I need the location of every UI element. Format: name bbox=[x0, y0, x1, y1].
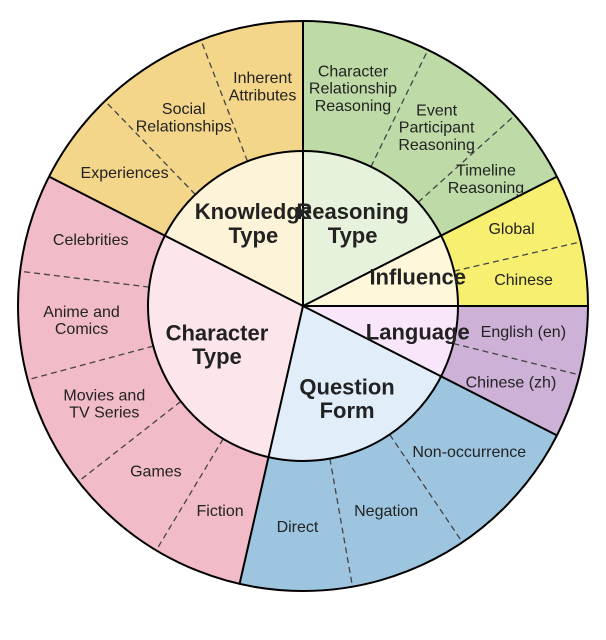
label-outer-fiction: Fiction bbox=[197, 503, 244, 520]
label-outer-global: Global bbox=[488, 221, 534, 238]
sunburst-chart: ReasoningTypeCharacterRelationshipReason… bbox=[0, 0, 606, 640]
label-outer-direct: Direct bbox=[277, 519, 319, 536]
label-inner-influence: Influence bbox=[369, 264, 466, 289]
label-outer-en: English (en) bbox=[481, 324, 566, 341]
label-outer-movies: Movies andTV Series bbox=[63, 388, 145, 422]
label-outer-zh: Chinese (zh) bbox=[466, 375, 557, 392]
label-outer-celeb: Celebrities bbox=[53, 232, 129, 249]
label-outer-exp: Experiences bbox=[81, 165, 169, 182]
label-outer-nonocc: Non-occurrence bbox=[412, 444, 526, 461]
label-outer-games: Games bbox=[130, 463, 182, 480]
label-inner-language: Language bbox=[366, 319, 470, 344]
label-outer-attrs: InherentAttributes bbox=[229, 70, 297, 104]
label-outer-char_rel: CharacterRelationshipReasoning bbox=[309, 64, 397, 116]
label-outer-neg: Negation bbox=[354, 503, 418, 520]
label-outer-chinese_inf: Chinese bbox=[494, 272, 553, 289]
label-outer-timeline: TimelineReasoning bbox=[448, 163, 525, 197]
